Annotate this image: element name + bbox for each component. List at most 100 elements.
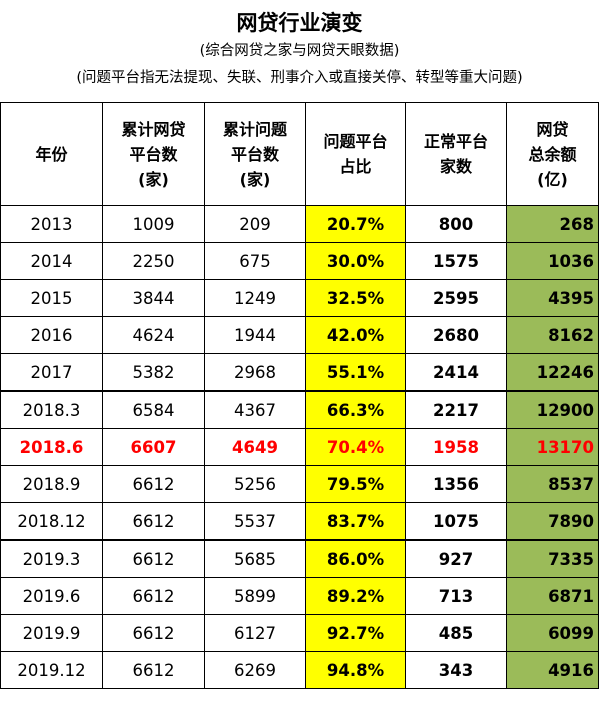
cell-problem-ratio: 89.2% xyxy=(305,577,406,615)
table-row: 2016 4624 1944 42.0% 2680 8162 xyxy=(0,316,599,354)
cell-cum-platforms: 1009 xyxy=(102,205,205,243)
cell-normal: 2595 xyxy=(405,279,507,317)
cell-year: 2018.9 xyxy=(0,465,103,503)
cell-year: 2019.3 xyxy=(0,539,103,578)
cell-cum-problem: 2968 xyxy=(204,353,306,392)
column-header-balance: 网贷 总余额 (亿) xyxy=(506,102,599,206)
table-note: (问题平台指无法提现、失联、刑事介入或直接关停、转型等重大问题) xyxy=(76,70,523,86)
cell-normal: 1075 xyxy=(405,502,507,541)
cell-balance: 8162 xyxy=(506,316,599,354)
cell-normal: 800 xyxy=(405,205,507,243)
table-row: 2018.6 6607 4649 70.4% 1958 13170 xyxy=(0,428,599,466)
cell-cum-problem: 209 xyxy=(204,205,306,243)
cell-year: 2019.6 xyxy=(0,577,103,615)
cell-year: 2018.6 xyxy=(0,428,103,466)
cell-normal: 2680 xyxy=(405,316,507,354)
table-row: 2018.3 6584 4367 66.3% 2217 12900 xyxy=(0,390,599,429)
cell-cum-platforms: 2250 xyxy=(102,242,205,280)
cell-cum-problem: 5685 xyxy=(204,539,306,578)
cell-cum-platforms: 4624 xyxy=(102,316,205,354)
cell-cum-platforms: 6612 xyxy=(102,577,205,615)
cell-problem-ratio: 66.3% xyxy=(305,390,406,429)
cell-cum-problem: 6269 xyxy=(204,651,306,689)
cell-normal: 927 xyxy=(405,539,507,578)
cell-cum-platforms: 6612 xyxy=(102,651,205,689)
cell-normal: 1356 xyxy=(405,465,507,503)
cell-cum-platforms: 6612 xyxy=(102,465,205,503)
cell-problem-ratio: 20.7% xyxy=(305,205,406,243)
cell-normal: 1958 xyxy=(405,428,507,466)
cell-cum-problem: 1944 xyxy=(204,316,306,354)
cell-year: 2019.12 xyxy=(0,651,103,689)
cell-problem-ratio: 30.0% xyxy=(305,242,406,280)
cell-balance: 1036 xyxy=(506,242,599,280)
table-row: 2017 5382 2968 55.1% 2414 12246 xyxy=(0,353,599,392)
cell-cum-platforms: 6612 xyxy=(102,614,205,652)
cell-normal: 2414 xyxy=(405,353,507,392)
cell-balance: 8537 xyxy=(506,465,599,503)
column-header-problem-ratio: 问题平台 占比 xyxy=(305,102,406,206)
cell-normal: 713 xyxy=(405,577,507,615)
cell-normal: 485 xyxy=(405,614,507,652)
table-row: 2019.12 6612 6269 94.8% 343 4916 xyxy=(0,651,599,689)
cell-year: 2015 xyxy=(0,279,103,317)
table-header-block: 网贷行业演变 (综合网贷之家与网贷天眼数据) (问题平台指无法提现、失联、刑事介… xyxy=(0,0,599,102)
table-row: 2019.6 6612 5899 89.2% 713 6871 xyxy=(0,577,599,615)
column-header-year: 年份 xyxy=(0,102,103,206)
cell-balance: 6099 xyxy=(506,614,599,652)
cell-cum-problem: 6127 xyxy=(204,614,306,652)
header-row: 年份 累计网贷 平台数 (家) 累计问题 平台数 (家) 问题平台 占比 正常平… xyxy=(0,102,599,206)
table-title: 网贷行业演变 xyxy=(236,11,363,35)
cell-year: 2013 xyxy=(0,205,103,243)
cell-cum-problem: 4367 xyxy=(204,390,306,429)
table-body: 2013 1009 209 20.7% 800 268 2014 2250 675 30.0% 15… xyxy=(0,205,599,689)
table-row: 2019.9 6612 6127 92.7% 485 6099 xyxy=(0,614,599,652)
cell-balance: 268 xyxy=(506,205,599,243)
cell-balance: 6871 xyxy=(506,577,599,615)
cell-problem-ratio: 32.5% xyxy=(305,279,406,317)
cell-cum-problem: 1249 xyxy=(204,279,306,317)
cell-balance: 4395 xyxy=(506,279,599,317)
cell-problem-ratio: 86.0% xyxy=(305,539,406,578)
cell-cum-problem: 5899 xyxy=(204,577,306,615)
cell-year: 2016 xyxy=(0,316,103,354)
cell-problem-ratio: 70.4% xyxy=(305,428,406,466)
cell-year: 2018.3 xyxy=(0,390,103,429)
cell-problem-ratio: 94.8% xyxy=(305,651,406,689)
cell-year: 2019.9 xyxy=(0,614,103,652)
column-header-cum-problem: 累计问题 平台数 (家) xyxy=(204,102,306,206)
cell-cum-platforms: 6612 xyxy=(102,502,205,541)
cell-problem-ratio: 42.0% xyxy=(305,316,406,354)
cell-normal: 2217 xyxy=(405,390,507,429)
cell-problem-ratio: 55.1% xyxy=(305,353,406,392)
cell-problem-ratio: 83.7% xyxy=(305,502,406,541)
cell-balance: 12900 xyxy=(506,390,599,429)
cell-cum-platforms: 6584 xyxy=(102,390,205,429)
cell-balance: 13170 xyxy=(506,428,599,466)
cell-cum-problem: 5256 xyxy=(204,465,306,503)
column-header-normal: 正常平台 家数 xyxy=(405,102,507,206)
table-row: 2014 2250 675 30.0% 1575 1036 xyxy=(0,242,599,280)
cell-balance: 7890 xyxy=(506,502,599,541)
column-header-cum-platforms: 累计网贷 平台数 (家) xyxy=(102,102,205,206)
cell-cum-problem: 675 xyxy=(204,242,306,280)
cell-cum-platforms: 5382 xyxy=(102,353,205,392)
table-row: 2013 1009 209 20.7% 800 268 xyxy=(0,205,599,243)
table-row: 2019.3 6612 5685 86.0% 927 7335 xyxy=(0,539,599,578)
cell-cum-platforms: 6607 xyxy=(102,428,205,466)
cell-normal: 343 xyxy=(405,651,507,689)
cell-balance: 4916 xyxy=(506,651,599,689)
cell-year: 2018.12 xyxy=(0,502,103,541)
cell-cum-problem: 4649 xyxy=(204,428,306,466)
table-row: 2018.12 6612 5537 83.7% 1075 7890 xyxy=(0,502,599,541)
table-subtitle: (综合网贷之家与网贷天眼数据) xyxy=(199,43,400,59)
table-row: 2015 3844 1249 32.5% 2595 4395 xyxy=(0,279,599,317)
table-row: 2018.9 6612 5256 79.5% 1356 8537 xyxy=(0,465,599,503)
lending-evolution-table: 年份 累计网贷 平台数 (家) 累计问题 平台数 (家) 问题平台 占比 正常平… xyxy=(0,102,599,689)
cell-balance: 7335 xyxy=(506,539,599,578)
cell-problem-ratio: 92.7% xyxy=(305,614,406,652)
cell-normal: 1575 xyxy=(405,242,507,280)
cell-year: 2014 xyxy=(0,242,103,280)
cell-balance: 12246 xyxy=(506,353,599,392)
cell-problem-ratio: 79.5% xyxy=(305,465,406,503)
